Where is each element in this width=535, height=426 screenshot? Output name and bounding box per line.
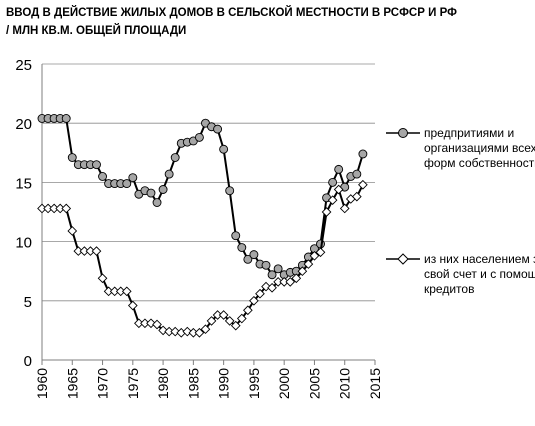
series-2-point-1964 <box>61 203 72 214</box>
legend-entry-series-2: из них населением за свой счет и с помощ… <box>386 252 535 342</box>
series-1-point-1974 <box>122 179 132 189</box>
series-1-point-1981 <box>164 169 174 179</box>
series-2-point-1998 <box>267 282 277 293</box>
series-1-point-2012 <box>352 169 362 179</box>
series-1-point-1979 <box>152 198 162 207</box>
series-2-point-2008 <box>327 195 338 205</box>
series-2-point-1979 <box>152 319 162 330</box>
chart-title-line-1: ВВОД В ДЕЙСТВИЕ ЖИЛЫХ ДОМОВ В СЕЛЬСКОЙ М… <box>6 7 457 19</box>
series-2-point-2003 <box>297 266 308 277</box>
series-2-point-2001 <box>285 277 296 287</box>
legend-marker-circle-icon <box>386 128 420 138</box>
series-2-point-1992 <box>230 320 241 331</box>
series-1-point-1990 <box>219 144 229 154</box>
series-2-point-1990 <box>218 310 229 320</box>
series-2-point-1996 <box>255 288 265 299</box>
series-2-point-1975 <box>127 300 138 311</box>
series-2-point-1974 <box>121 286 132 297</box>
y-tick-label-5: 5 <box>24 294 32 311</box>
series-2-point-1965 <box>67 226 78 236</box>
series-2-point-1970 <box>97 273 108 284</box>
series-2-point-1984 <box>182 326 193 337</box>
series-1-point-1964 <box>61 114 71 123</box>
series-2-point-1987 <box>200 324 211 335</box>
y-tick-label-25: 25 <box>15 57 32 74</box>
series-1-point-1991 <box>225 186 235 196</box>
legend-entry-series-1: предпритиями и организациями всех форм с… <box>386 126 535 201</box>
series-2-point-2005 <box>309 250 320 261</box>
series-2-point-1994 <box>243 305 253 316</box>
series-2-point-1982 <box>170 326 181 337</box>
y-tick-label-20: 20 <box>15 116 32 133</box>
series-1-point-1975 <box>128 173 138 183</box>
x-tick-label-1970: 1970 <box>95 368 111 399</box>
series-1-point-1992 <box>231 231 241 241</box>
series-2-point-1986 <box>194 327 205 338</box>
x-tick-label-1980: 1980 <box>155 368 171 399</box>
series-2-point-2010 <box>339 203 350 214</box>
series-1-point-1970 <box>98 172 107 181</box>
series-2-point-2012 <box>351 191 362 202</box>
series-2-point-2004 <box>303 259 314 269</box>
series-1-point-1965 <box>67 153 77 162</box>
y-tick-label-15: 15 <box>15 175 32 192</box>
x-tick-label-1975: 1975 <box>125 368 141 399</box>
legend-label-series-1: предпритиями и организациями всех форм с… <box>424 126 535 170</box>
series-2-point-1980 <box>158 325 168 336</box>
series-1-point-1986 <box>194 132 204 142</box>
series-1-point-1995 <box>249 250 259 260</box>
x-tick-label-1965: 1965 <box>64 368 80 399</box>
x-tick-label-1990: 1990 <box>216 368 232 399</box>
y-tick-label-0: 0 <box>24 353 32 370</box>
x-tick-label-2005: 2005 <box>306 368 322 399</box>
series-2-point-2006 <box>315 247 326 258</box>
x-tick-label-1995: 1995 <box>246 368 262 399</box>
legend-marker-diamond-icon <box>386 253 420 265</box>
series-2-point-1993 <box>236 313 247 324</box>
series-2-point-2002 <box>291 273 302 284</box>
series-1-point-2008 <box>328 177 338 187</box>
series-2-point-1991 <box>224 316 235 326</box>
x-tick-label-2015: 2015 <box>367 368 383 399</box>
series-2-point-1995 <box>249 295 259 306</box>
series-1-point-1989 <box>213 124 223 134</box>
series-1-point-1993 <box>237 243 247 252</box>
series-2-point-1969 <box>91 246 102 256</box>
series-2-point-1978 <box>146 318 156 329</box>
series-1-point-2009 <box>334 164 344 174</box>
series-1-point-1998 <box>267 270 277 280</box>
x-tick-label-2010: 2010 <box>337 368 353 399</box>
series-2-point-1997 <box>261 281 271 292</box>
chart-title-line-2: / МЛН КВ.М. ОБЩЕЙ ПЛОЩАДИ <box>6 25 187 37</box>
series-1-point-1994 <box>243 254 253 264</box>
series-2-point-2007 <box>321 207 332 217</box>
x-tick-label-1985: 1985 <box>185 368 201 399</box>
series-1-point-1982 <box>170 153 180 162</box>
y-tick-label-10: 10 <box>15 235 32 252</box>
series-1-point-1978 <box>146 188 156 198</box>
x-tick-label-1960: 1960 <box>34 368 50 399</box>
legend-label-series-2: из них населением за свой счет и с помощ… <box>424 252 535 296</box>
series-1-point-1980 <box>158 185 168 194</box>
series-2-point-2009 <box>333 184 344 195</box>
series-1-point-1969 <box>92 160 101 170</box>
series-2-point-1988 <box>206 316 217 326</box>
series-1-point-1997 <box>261 260 271 270</box>
series-1-point-1999 <box>273 264 283 274</box>
series-2-point-2013 <box>358 179 368 190</box>
series-1-point-2013 <box>358 149 368 159</box>
chart-title: ВВОД В ДЕЙСТВИЕ ЖИЛЫХ ДОМОВ В СЕЛЬСКОЙ М… <box>6 4 526 40</box>
x-tick-label-2000: 2000 <box>276 368 292 399</box>
